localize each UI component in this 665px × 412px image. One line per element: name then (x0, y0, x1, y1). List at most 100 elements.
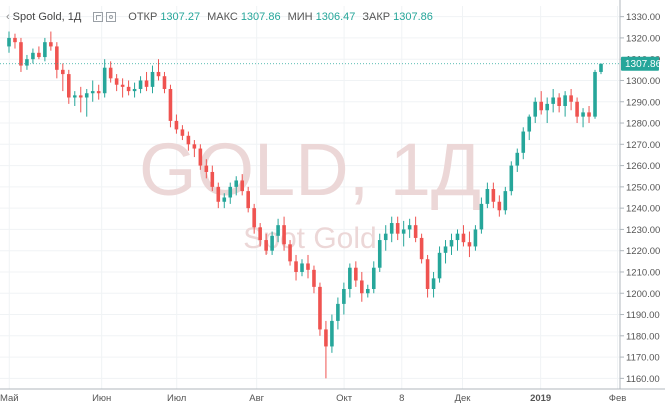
candle-body (204, 165, 209, 172)
candle-body (270, 235, 274, 251)
candle-body (174, 120, 179, 130)
candle-body (360, 280, 364, 294)
candle-body (43, 42, 47, 58)
candle-body (473, 229, 478, 247)
candle-body (246, 191, 250, 209)
expand-icon[interactable] (93, 12, 104, 22)
candle-body (102, 67, 107, 94)
x-tick-label: 2019 (530, 393, 551, 404)
candle-body (431, 278, 436, 289)
settings-icon[interactable] (106, 12, 117, 22)
y-tick-label: 1170.00 (626, 353, 660, 364)
candle-body (419, 237, 424, 260)
candle-body (425, 259, 430, 289)
x-tick-label: Дек (455, 393, 472, 404)
candle-body (186, 135, 191, 145)
candles (7, 31, 603, 379)
candle-body (276, 225, 280, 236)
x-tick-label: Май (0, 393, 19, 404)
candle-body (581, 112, 585, 117)
candle-body (437, 252, 442, 279)
symbol-legend: ‹ Spot Gold, 1Д ОТКР 1307.27 МАКС 1307.8… (6, 10, 437, 24)
y-tick-label: 1210.00 (626, 267, 660, 278)
candle-body (539, 101, 543, 111)
candle-body (336, 303, 340, 321)
candle-body (180, 129, 185, 136)
candle-body (443, 246, 448, 253)
candle-body (330, 320, 334, 347)
candle-body (551, 97, 555, 104)
y-tick-label: 1240.00 (626, 204, 660, 215)
candle-body (521, 131, 526, 153)
low-label: МИН (287, 11, 313, 23)
y-tick-label: 1230.00 (626, 225, 660, 236)
candle-body (198, 148, 203, 166)
y-tick-label: 1300.00 (626, 76, 660, 87)
chevron-left-icon[interactable]: ‹ (6, 11, 10, 23)
candle-body (449, 240, 454, 247)
x-tick-label: Июн (92, 393, 111, 404)
candle-body (114, 78, 119, 85)
high-label: МАКС (207, 11, 238, 23)
candle-body (138, 80, 143, 89)
candle-body (509, 165, 514, 192)
candle-body (78, 95, 83, 98)
y-tick-label: 1270.00 (626, 140, 660, 151)
candle-body (413, 225, 418, 238)
candle-body (222, 197, 227, 202)
candle-body (168, 88, 173, 121)
candle-body (479, 203, 484, 230)
candle-body (389, 223, 394, 234)
candle-body (192, 144, 197, 149)
candle-body (563, 95, 567, 107)
candle-body (324, 329, 328, 347)
y-tick-label: 1320.00 (626, 33, 660, 44)
candle-body (162, 76, 167, 89)
watermark: GOLD, 1Д Spot Gold (139, 128, 481, 255)
candle-body (503, 191, 508, 211)
y-tick-label: 1220.00 (626, 246, 660, 257)
x-tick-label: Фев (609, 393, 627, 404)
candle-body (312, 269, 316, 287)
candle-body (306, 263, 310, 270)
candle-body (545, 103, 549, 111)
candle-body (49, 42, 53, 47)
candle-body (228, 186, 233, 198)
symbol-title[interactable]: Spot Gold, 1Д (12, 11, 82, 23)
candle-body (210, 171, 215, 187)
y-tick-label: 1160.00 (626, 374, 660, 385)
candle-body (300, 263, 304, 272)
candle-body (467, 242, 472, 247)
y-tick-label: 1190.00 (626, 310, 660, 321)
candle-body (288, 244, 292, 262)
x-tick-label: Июл (167, 393, 186, 404)
candle-body (407, 225, 412, 230)
watermark-description-text: Spot Gold (243, 222, 376, 255)
candle-body (67, 74, 71, 98)
candle-body (55, 46, 59, 70)
candle-body (19, 42, 23, 66)
candle-body (84, 93, 89, 98)
candle-body (491, 188, 496, 202)
x-tick-label: 8 (399, 393, 404, 404)
candle-body (371, 267, 376, 289)
y-tick-label: 1260.00 (626, 161, 660, 172)
candle-body (240, 180, 245, 192)
candle-body (258, 227, 262, 241)
last-price-tag: 1307.86 (621, 56, 662, 71)
candle-body (461, 233, 466, 243)
x-tick-label: Окт (336, 393, 353, 404)
candle-body (593, 71, 597, 117)
candle-body (348, 267, 352, 289)
candle-body (282, 225, 286, 245)
candle-body (7, 37, 11, 47)
low-value: 1306.47 (315, 11, 356, 23)
candle-body (485, 188, 490, 204)
watermark-symbol-text: GOLD, 1Д (139, 128, 481, 211)
candle-body (497, 201, 502, 211)
close-value: 1307.86 (393, 11, 433, 23)
candle-body (132, 88, 137, 92)
candle-body (234, 180, 239, 187)
